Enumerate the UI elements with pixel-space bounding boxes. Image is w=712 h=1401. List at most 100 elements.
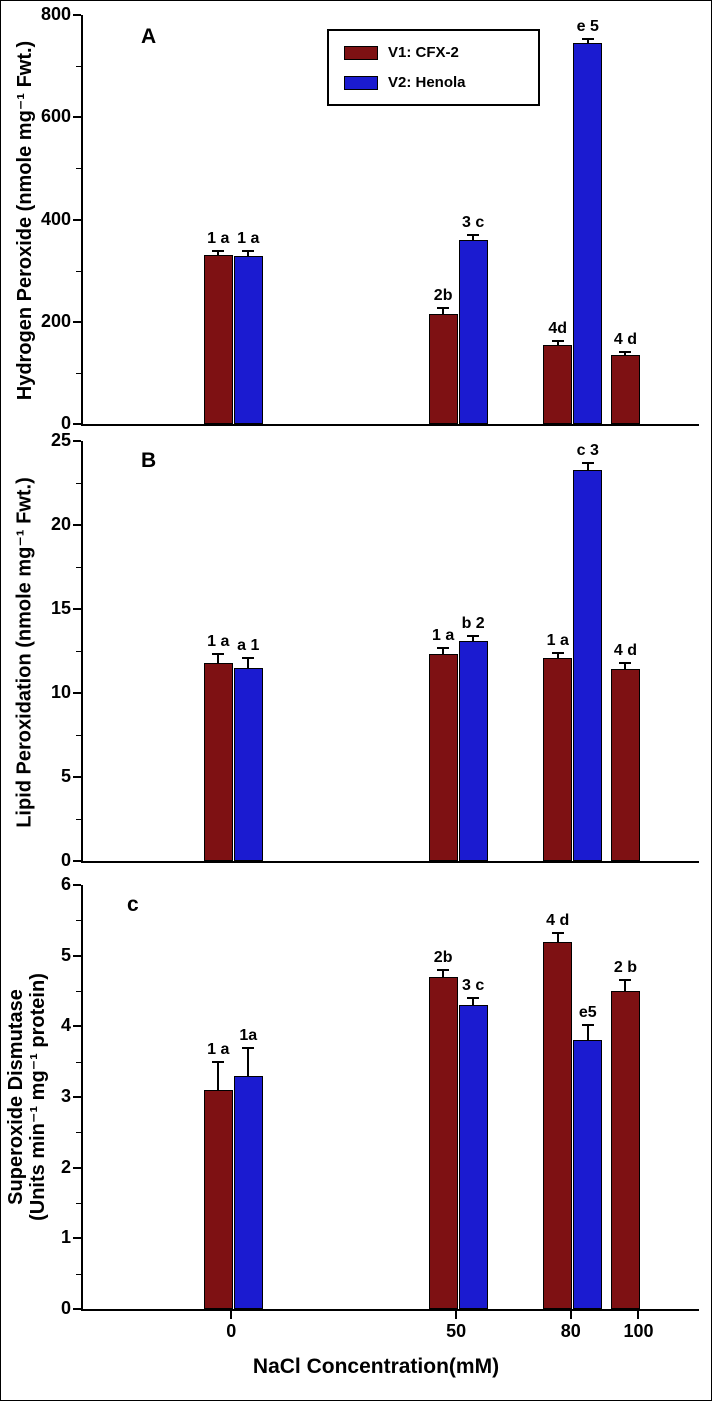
error-bar [247, 657, 250, 668]
x-tick [455, 1311, 458, 1319]
bar-v2-80mM [573, 43, 603, 424]
error-bar-cap [437, 968, 450, 971]
y-tick-minor [76, 483, 81, 484]
error-bar-cap [242, 656, 255, 659]
y-tick [73, 524, 81, 526]
bar-significance-label: 1 a [207, 1040, 230, 1058]
bar-v1-50mM [428, 976, 458, 1309]
bar-v1-100mM [610, 669, 640, 861]
error-bar-cap [212, 250, 225, 253]
bar-significance-label: 2 b [613, 959, 638, 977]
bar-significance-label: 1 a [207, 633, 230, 651]
y-tick-minor [76, 567, 81, 568]
y-tick-label: 5 [60, 944, 71, 965]
error-bar-cap [437, 646, 450, 649]
y-tick [73, 440, 81, 442]
bar-v1-0mM [203, 1089, 233, 1309]
error-bar [556, 933, 559, 942]
y-tick-label: 20 [50, 514, 71, 534]
y-tick-label: 0 [60, 413, 71, 433]
error-bar-cap [581, 38, 594, 41]
bar-significance-label: 4 d [613, 331, 638, 349]
plot-area-panel-b: 1 a 1 a 1 a 4 d a 1 b 2 c 3 [81, 441, 699, 863]
error-bar [442, 307, 445, 315]
y-tick-minor [76, 1273, 81, 1275]
bar-significance-label: 1 a [207, 230, 230, 248]
error-bar [217, 251, 220, 256]
y-tick [73, 1308, 81, 1310]
x-tick-label: 50 [446, 1321, 467, 1341]
bar-v2-50mM [458, 640, 488, 861]
y-tick-minor [76, 270, 81, 272]
y-tick [73, 1166, 81, 1169]
bar-v2-80mM [573, 469, 603, 861]
y-tick [73, 320, 81, 323]
bar-significance-label: 3 c [462, 977, 485, 995]
y-tick-minor [76, 372, 81, 374]
error-bar [624, 352, 627, 355]
bar-v1-0mM [203, 255, 233, 424]
y-tick-label: 10 [50, 682, 71, 702]
error-bar-cap [437, 306, 450, 309]
y-tick [73, 608, 81, 610]
bar-v1-80mM [543, 657, 573, 861]
y-tick-label: 600 [40, 106, 71, 127]
legend: V1: CFX-2 V2: Henola [327, 29, 540, 106]
bar-significance-label: 1 a [237, 230, 260, 248]
bar-significance-label: 2b [433, 286, 453, 304]
y-tick-minor [76, 991, 81, 992]
y-tick [73, 116, 81, 119]
error-bar [624, 662, 627, 670]
y-tick-label: 0 [60, 1298, 71, 1318]
y-tick [73, 1096, 81, 1098]
panel-label-b: B [141, 449, 157, 472]
bar-v2-80mM [573, 1040, 603, 1309]
error-bar-cap [242, 1046, 255, 1049]
bar-v2-0mM [233, 667, 263, 861]
y-tick-minor [76, 651, 81, 652]
bar-significance-label: 4d [548, 319, 568, 337]
x-tick-label: 0 [226, 1321, 237, 1341]
y-tick-label: 800 [40, 4, 71, 24]
error-bar-cap [551, 932, 564, 935]
y-tick [73, 884, 81, 886]
y-tick [73, 1237, 81, 1240]
error-bar-cap [581, 1023, 594, 1026]
y-tick-label: 400 [40, 208, 71, 229]
bar-v2-50mM [458, 239, 488, 424]
error-bar [586, 1024, 589, 1041]
legend-item-v1: V1: CFX-2 [344, 44, 523, 61]
y-tick [73, 423, 81, 425]
legend-swatch-v1 [344, 45, 378, 60]
x-axis-title: NaCl Concentration(mM) [252, 1355, 500, 1378]
error-bar-cap [467, 634, 480, 637]
panel-label-a: A [141, 25, 157, 48]
bar-significance-label: 2b [433, 948, 453, 966]
x-tick [569, 1311, 572, 1319]
bar-v2-0mM [233, 1075, 263, 1309]
bar-v1-80mM [543, 941, 573, 1309]
error-bar [586, 39, 589, 44]
panel-label-c: c [127, 893, 139, 916]
error-bar-cap [619, 661, 632, 664]
bar-significance-label: e 5 [576, 18, 599, 36]
legend-label-v2: V2: Henola [388, 74, 466, 91]
error-bar [556, 652, 559, 658]
bar-significance-label: 1a [239, 1026, 258, 1044]
bar-significance-label: c 3 [576, 441, 599, 459]
error-bar-cap [467, 997, 480, 1000]
error-bar-cap [551, 651, 564, 654]
y-tick [73, 218, 81, 221]
bar-v1-50mM [428, 654, 458, 861]
bar-significance-label: 3 c [462, 213, 485, 231]
y-tick [73, 860, 81, 862]
bar-significance-label: 1 a [546, 631, 569, 649]
error-bar [472, 635, 475, 641]
error-bar [247, 251, 250, 257]
plot-area-panel-a: 1 a 2b 4d 4 d 1 a 3 c e 5 [81, 15, 699, 426]
legend-swatch-v2 [344, 75, 378, 90]
error-bar [442, 647, 445, 655]
bar-significance-label: b 2 [461, 614, 485, 632]
error-bar-cap [467, 233, 480, 236]
